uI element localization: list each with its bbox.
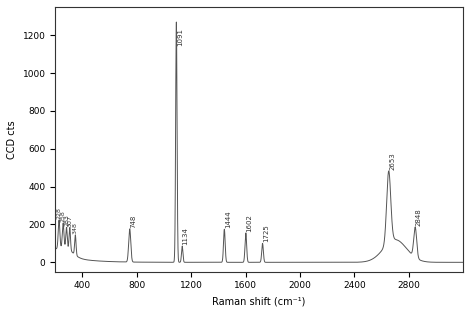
Text: 2848: 2848 [415, 208, 422, 226]
Text: 173: 173 [0, 312, 1, 313]
Y-axis label: CCD cts: CCD cts [7, 120, 17, 159]
X-axis label: Raman shift (cm⁻¹): Raman shift (cm⁻¹) [212, 296, 306, 306]
Text: 1444: 1444 [225, 211, 231, 228]
Text: 1134: 1134 [183, 228, 188, 245]
Text: 283: 283 [64, 215, 69, 227]
Text: 748: 748 [130, 215, 136, 228]
Text: 228: 228 [56, 207, 62, 219]
Text: 348: 348 [73, 222, 78, 234]
Text: 307: 307 [67, 215, 72, 227]
Text: 1602: 1602 [246, 214, 252, 232]
Text: 1725: 1725 [263, 225, 269, 243]
Text: 1091: 1091 [177, 28, 183, 46]
Text: 112: 112 [0, 312, 1, 313]
Text: 258: 258 [61, 210, 66, 222]
Text: 2653: 2653 [389, 152, 395, 170]
